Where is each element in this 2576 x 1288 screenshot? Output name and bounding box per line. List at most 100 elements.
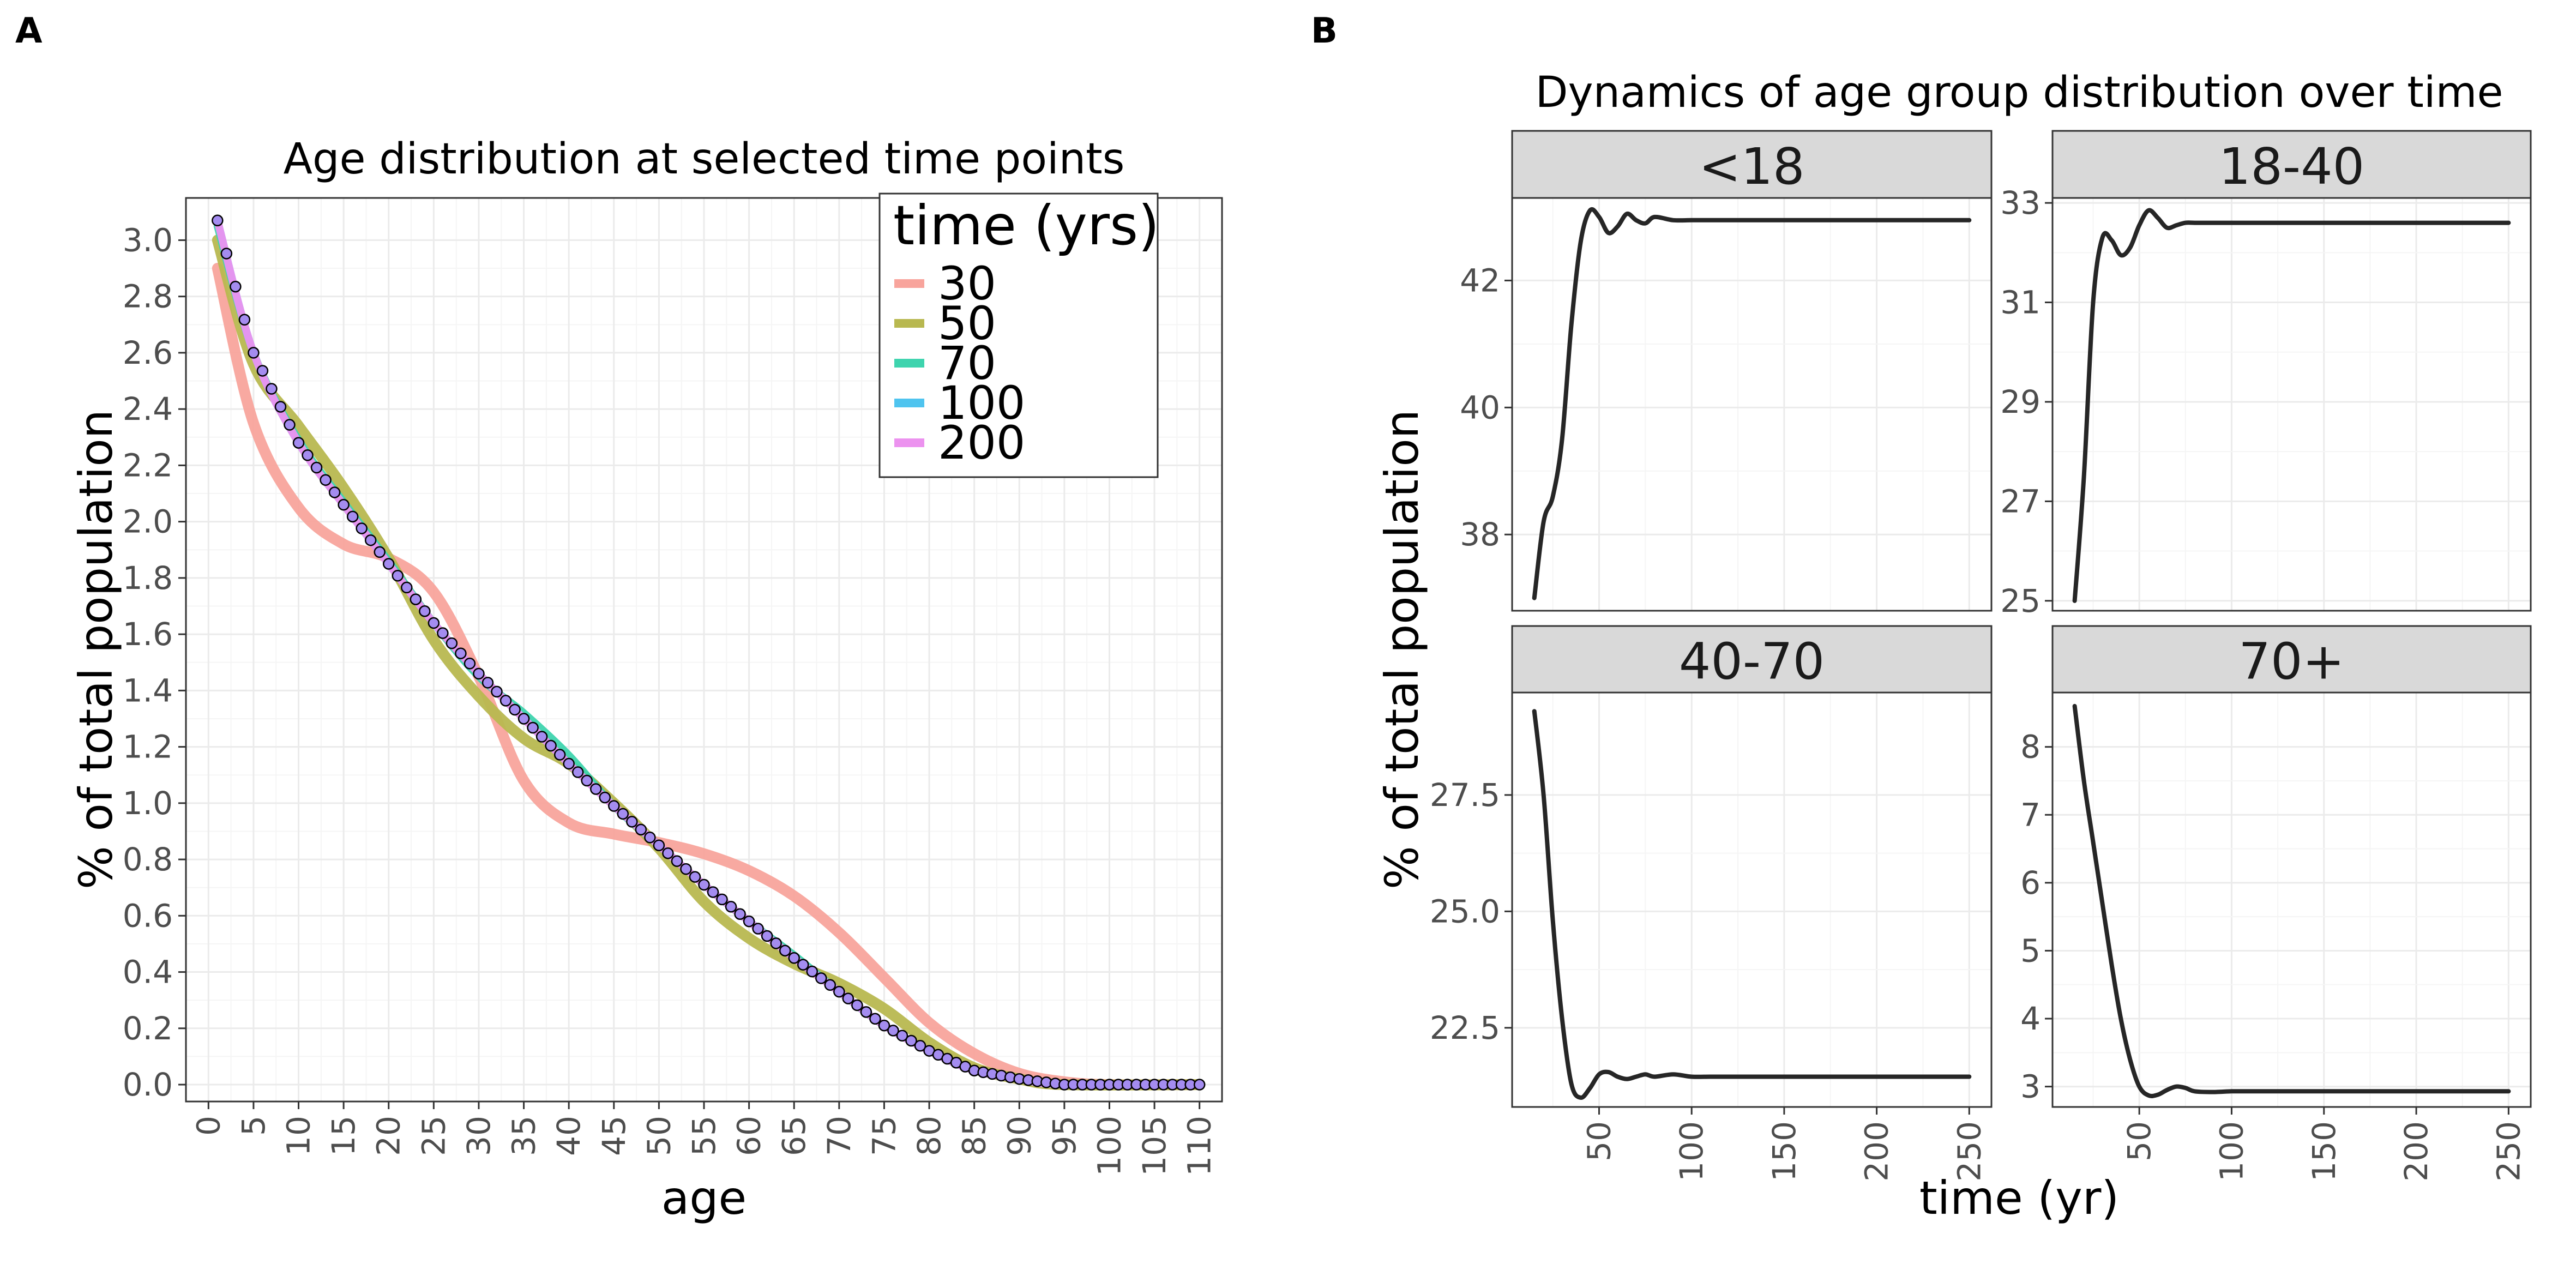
y-tick-label: 2.8: [123, 278, 173, 315]
data-point: [374, 546, 386, 558]
x-tick-label: 25: [415, 1116, 452, 1156]
data-point: [905, 1034, 917, 1047]
chart-b-x-label: time (yr): [1919, 1171, 2119, 1225]
data-point: [617, 808, 629, 820]
x-tick-label: 60: [731, 1116, 768, 1156]
x-tick-label: 40: [550, 1116, 587, 1156]
x-tick-label: 55: [685, 1116, 723, 1156]
y-tick-label: 38: [1460, 516, 1500, 553]
data-point: [302, 449, 314, 461]
data-point: [419, 605, 431, 617]
data-point: [788, 952, 800, 964]
facet-4: 70+ 3 4 5 6 7 8 50 100 150 200 250: [2020, 625, 2532, 1182]
data-point: [346, 510, 359, 523]
x-tick-label: 105: [1136, 1116, 1173, 1176]
facet-1: <18 38 40 42: [1460, 130, 1993, 612]
data-point: [833, 985, 845, 998]
data-point: [851, 999, 863, 1012]
facet-background: [1512, 198, 1991, 611]
x-tick-label: 250: [2490, 1121, 2527, 1182]
data-point: [248, 347, 260, 359]
facet-background: [1512, 693, 1991, 1107]
x-tick-label: 100: [2213, 1121, 2250, 1182]
data-point: [238, 314, 251, 326]
x-tick-label: 90: [1001, 1116, 1038, 1156]
chart-b-y-label: % of total population: [1375, 410, 1429, 889]
data-point: [473, 667, 485, 680]
data-point: [382, 558, 395, 570]
data-point: [356, 522, 368, 534]
data-point: [256, 365, 269, 377]
y-tick-label: 3: [2020, 1068, 2041, 1105]
x-tick-label: 80: [911, 1116, 948, 1156]
data-point: [220, 248, 233, 260]
y-tick-label: 1.8: [123, 559, 173, 597]
data-point: [878, 1019, 890, 1032]
data-point: [707, 886, 719, 898]
facet-strip-label: 40-70: [1679, 633, 1825, 691]
y-tick-label: 0.0: [123, 1066, 173, 1103]
y-tick-label: 40: [1460, 389, 1500, 426]
y-tick-label: 2.2: [123, 447, 173, 484]
data-point: [860, 1006, 872, 1018]
x-tick-label: 100: [1673, 1121, 1710, 1182]
y-tick-label: 8: [2020, 729, 2041, 766]
data-point: [482, 677, 494, 689]
x-tick-label: 10: [280, 1116, 317, 1156]
y-tick-label: 0.2: [123, 1010, 173, 1047]
data-point: [752, 923, 764, 935]
data-point: [338, 498, 350, 511]
data-point: [230, 280, 242, 293]
data-point: [716, 893, 728, 906]
x-tick-label: 95: [1046, 1116, 1083, 1156]
facet-series-line: [2072, 208, 2511, 603]
y-tick-label: 3.0: [123, 221, 173, 258]
legend-box: [878, 192, 1159, 478]
data-point: [581, 774, 593, 787]
data-point: [653, 839, 665, 852]
facet-strip: [1511, 130, 1993, 199]
y-tick-label: 1.0: [123, 785, 173, 822]
data-point: [635, 823, 647, 836]
legend-title: time (yrs): [893, 194, 1159, 257]
data-point: [896, 1030, 908, 1042]
chart-a-x-ticks: 0 5 10 15 20 25 30 35 40 45 50 55 60 65 70 75 80 85 90 95 10…: [190, 1102, 1218, 1176]
chart-a-y-label: % of total population: [69, 410, 123, 889]
x-tick-label: 65: [775, 1116, 812, 1156]
data-point: [1193, 1079, 1206, 1091]
facet-background: [2053, 198, 2531, 611]
data-point: [563, 757, 575, 770]
data-point: [517, 713, 530, 725]
chart-b-facets: <1838404218-40252729313340-7022.525.027.…: [1430, 130, 2532, 1182]
y-tick-label: 1.6: [123, 616, 173, 653]
data-point: [212, 214, 224, 227]
data-point: [887, 1025, 899, 1037]
x-tick-label: 50: [2121, 1121, 2158, 1161]
y-tick-label: 2.6: [123, 334, 173, 371]
x-tick-label: 85: [956, 1116, 993, 1156]
data-point: [364, 534, 377, 546]
data-point: [761, 930, 773, 942]
y-tick-label: 0.6: [123, 897, 173, 934]
legend-label-50: 50: [938, 297, 996, 350]
legend-label-70: 70: [938, 336, 996, 390]
data-point: [292, 437, 305, 449]
data-point: [410, 593, 422, 605]
data-point: [545, 739, 557, 752]
facet-series-line: [1532, 709, 1972, 1100]
x-tick-label: 250: [1951, 1121, 1988, 1182]
data-point: [310, 461, 323, 474]
y-tick-label: 6: [2020, 864, 2041, 901]
facet-strip: [2051, 130, 2532, 199]
data-point: [815, 972, 827, 984]
data-point: [725, 901, 737, 913]
legend-label-100: 100: [938, 376, 1025, 430]
facet-strip-label: 70+: [2238, 633, 2344, 691]
chart-a-points: [212, 214, 1206, 1091]
x-tick-label: 15: [325, 1116, 362, 1156]
data-point: [842, 992, 854, 1004]
data-point: [779, 944, 791, 957]
chart-a-title: Age distribution at selected time points: [284, 135, 1125, 184]
data-point: [535, 731, 548, 743]
